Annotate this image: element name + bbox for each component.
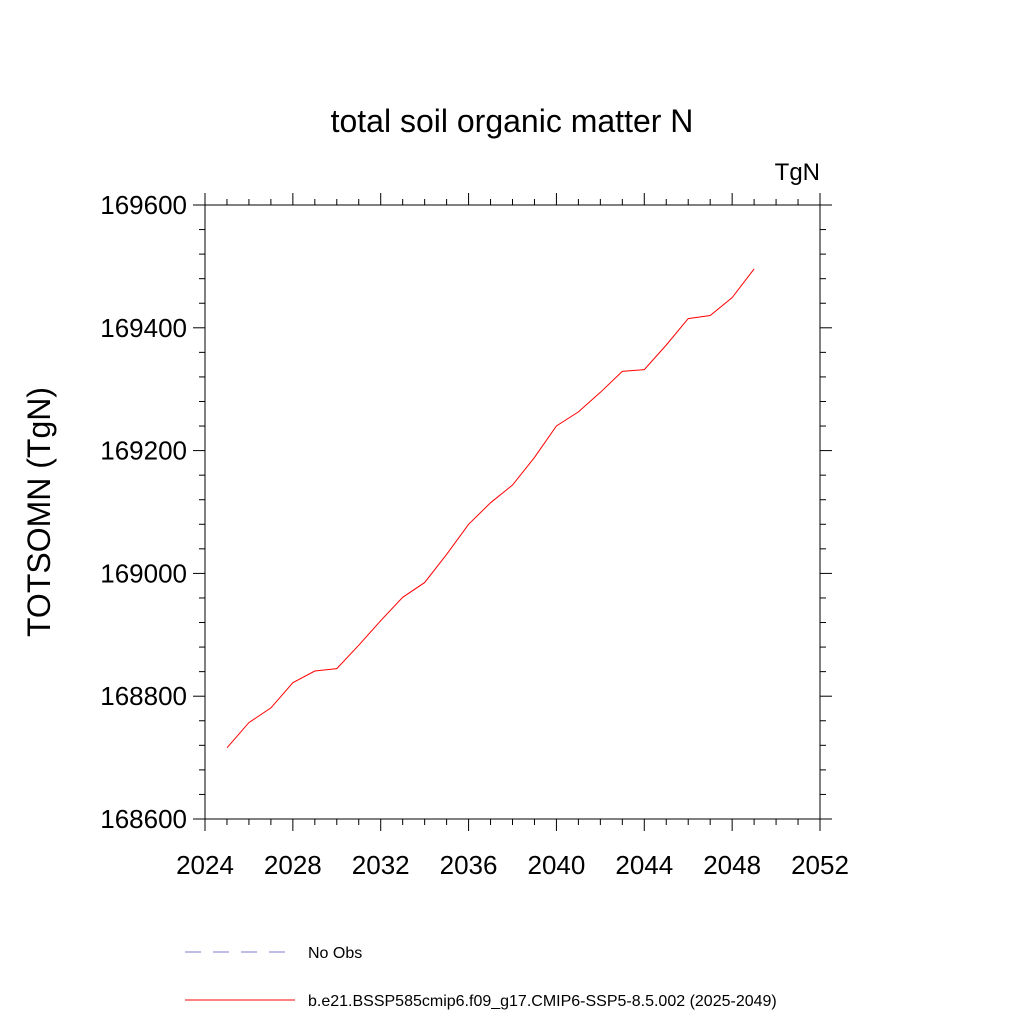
y-tick-label: 169000	[100, 558, 187, 588]
y-tick-label: 169600	[100, 190, 187, 220]
y-tick-label: 168600	[100, 804, 187, 834]
plot-frame	[204, 204, 821, 820]
axis-tick-labels: 2024 2028 2032 2036 2040 2044 2048 2052 168600 16…	[100, 190, 849, 880]
legend: No Obs b.e21.BSSP585cmip6.f09_g17.CMIP6-S…	[185, 945, 777, 1010]
y-tick-label: 169400	[100, 313, 187, 343]
series-layer	[226, 268, 755, 749]
x-tick-label: 2032	[352, 850, 410, 880]
units-label: TgN	[775, 159, 820, 186]
chart-title: total soil organic matter N	[331, 103, 694, 139]
x-tick-label: 2028	[264, 850, 322, 880]
x-tick-label: 2040	[528, 850, 586, 880]
axis-ticks	[193, 193, 832, 831]
x-tick-label: 2036	[440, 850, 498, 880]
series-line	[226, 268, 755, 749]
x-tick-label: 2048	[703, 850, 761, 880]
x-tick-label: 2044	[615, 850, 673, 880]
legend-entry-label: b.e21.BSSP585cmip6.f09_g17.CMIP6-SSP5-8.…	[308, 993, 777, 1010]
y-tick-label: 168800	[100, 681, 187, 711]
y-axis-label: TOTSOMN (TgN)	[21, 387, 57, 637]
legend-entry-label: No Obs	[308, 945, 362, 962]
x-tick-label: 2052	[791, 850, 849, 880]
x-tick-label: 2024	[176, 850, 234, 880]
y-tick-label: 169200	[100, 436, 187, 466]
